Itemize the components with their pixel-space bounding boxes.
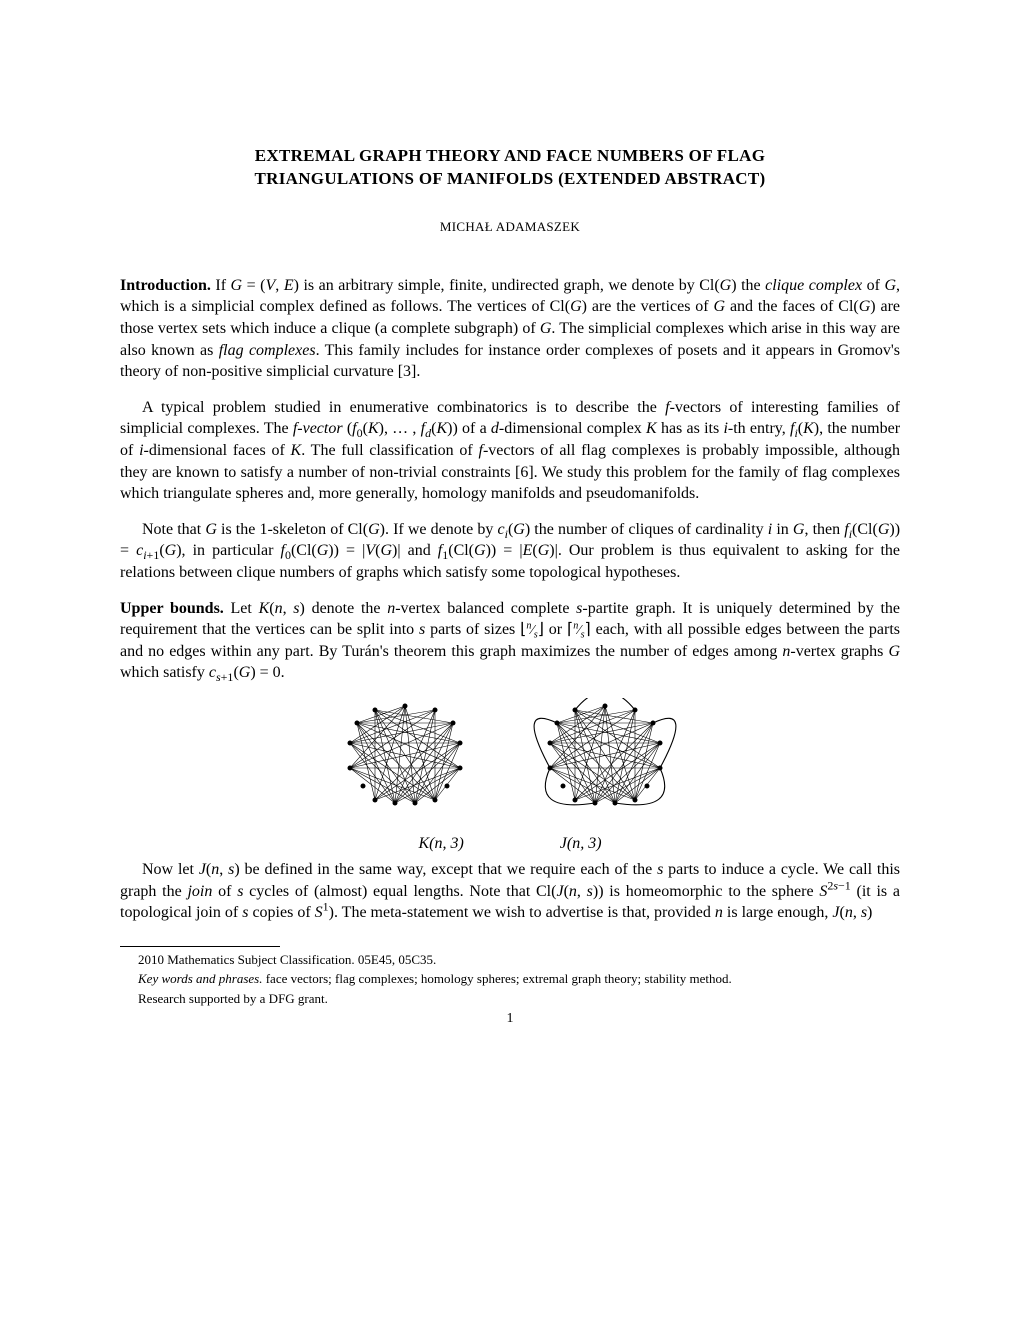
paragraph-5: Now let J(n, s) be defined in the same w… (120, 859, 900, 924)
support-text: Research supported by a DFG grant. (138, 991, 328, 1006)
paper-title: EXTREMAL GRAPH THEORY AND FACE NUMBERS O… (120, 145, 900, 191)
graph-diagram-svg (315, 698, 705, 828)
page-container: EXTREMAL GRAPH THEORY AND FACE NUMBERS O… (0, 0, 1020, 1087)
footnote-rule (120, 946, 280, 947)
title-line-1: EXTREMAL GRAPH THEORY AND FACE NUMBERS O… (255, 146, 766, 165)
paragraph-upper: Upper bounds. Let K(n, s) denote the n-v… (120, 598, 900, 684)
intro-heading: Introduction. (120, 277, 211, 294)
title-line-2: TRIANGULATIONS OF MANIFOLDS (EXTENDED AB… (255, 169, 766, 188)
keywords-text: face vectors; flag complexes; homology s… (262, 971, 731, 986)
author: MICHAŁ ADAMASZEK (120, 219, 900, 235)
paragraph-intro: Introduction. If G = (V, E) is an arbitr… (120, 275, 900, 383)
page-number: 1 (120, 1011, 900, 1027)
figure-label-right: J(n, 3) (560, 835, 602, 853)
footnote-msc: 2010 Mathematics Subject Classification.… (120, 951, 900, 969)
figure-graphs: K(n, 3) J(n, 3) (120, 698, 900, 853)
upper-heading: Upper bounds. (120, 600, 224, 617)
footnote-support: Research supported by a DFG grant. (120, 990, 900, 1008)
paragraph-2: A typical problem studied in enumerative… (120, 397, 900, 505)
keywords-label: Key words and phrases. (138, 971, 262, 986)
figure-labels: K(n, 3) J(n, 3) (120, 835, 900, 853)
paragraph-3: Note that G is the 1-skeleton of Cl(G). … (120, 519, 900, 584)
msc-codes: 05E45, 05C35. (355, 952, 437, 967)
msc-label: 2010 Mathematics Subject Classification. (138, 952, 355, 967)
footnote-keywords: Key words and phrases. face vectors; fla… (120, 970, 900, 988)
figure-label-left: K(n, 3) (418, 835, 463, 853)
